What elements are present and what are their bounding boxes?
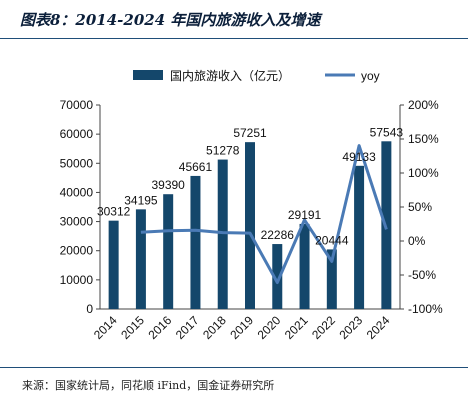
x-tick-label: 2018	[200, 313, 229, 342]
bar-2022	[326, 249, 337, 309]
x-tick-label: 2021	[282, 313, 311, 342]
x-tick-label: 2017	[173, 313, 202, 342]
source-note: 来源：国家统计局，同花顺 iFind，国金证券研究所	[22, 379, 275, 392]
legend-bar-label: 国内旅游收入（亿元）	[170, 68, 290, 83]
bars	[108, 141, 392, 309]
chart-title: 图表8：2014-2024 年国内旅游收入及增速	[20, 11, 321, 29]
x-tick-label: 2015	[118, 313, 147, 342]
axes: 0 10000 20000 30000 40000 50000 60000 70000 -100…	[60, 98, 443, 342]
x-tick-label: 2023	[336, 313, 365, 342]
x-tick-label: 2020	[255, 313, 284, 342]
yoy-line	[140, 144, 388, 284]
legend: 国内旅游收入（亿元） yoy	[133, 68, 380, 83]
data-label-2014: 30312	[97, 205, 131, 219]
bar-2018	[217, 159, 228, 309]
legend-bar-swatch	[133, 70, 163, 80]
bar-2023	[354, 165, 365, 309]
x-tick-label: 2024	[364, 313, 393, 342]
right-tick-label: -50%	[408, 268, 436, 282]
data-label-2023: 49133	[342, 150, 376, 164]
right-tick-label: 0%	[408, 234, 426, 248]
left-tick-label: 50000	[60, 156, 94, 170]
legend-line-label: yoy	[361, 69, 380, 83]
left-tick-label: 20000	[60, 244, 94, 258]
right-tick-label: 50%	[408, 200, 432, 214]
x-tick-label: 2016	[146, 313, 175, 342]
right-tick-label: 150%	[408, 132, 439, 146]
left-tick-label: 40000	[60, 185, 94, 199]
yoy-line-path	[140, 144, 388, 284]
left-tick-label: 10000	[60, 273, 94, 287]
bar-2017	[190, 175, 201, 309]
x-tick-label: 2014	[91, 313, 120, 342]
right-tick-label: -100%	[408, 302, 443, 316]
data-label-2024: 57543	[370, 125, 404, 139]
bar-2016	[163, 194, 174, 309]
data-label-2020: 22286	[261, 228, 295, 242]
data-label-2018: 51278	[206, 144, 240, 158]
right-tick-label: 100%	[408, 166, 439, 180]
bar-2021	[299, 223, 310, 309]
left-tick-label: 70000	[60, 98, 94, 112]
data-label-2017: 45661	[179, 160, 213, 174]
bar-2015	[135, 209, 146, 309]
x-tick-label: 2019	[227, 313, 256, 342]
left-tick-label: 30000	[60, 215, 94, 229]
bar-2020	[272, 244, 283, 309]
bar-2019	[245, 142, 255, 309]
footer-divider	[0, 367, 468, 368]
data-label-2022: 20444	[315, 233, 349, 247]
data-label-2021: 29191	[288, 208, 322, 222]
x-tick-label: 2022	[309, 313, 338, 342]
data-label-2019: 57251	[233, 126, 267, 140]
title-bar: 图表8：2014-2024 年国内旅游收入及增速	[0, 0, 468, 39]
bar-2014	[108, 220, 119, 309]
chart: 国内旅游收入（亿元） yoy 0 10000 20000 30000 40000 50000…	[60, 68, 443, 342]
data-label-2015: 34195	[124, 193, 158, 207]
data-label-2016: 39390	[151, 178, 185, 192]
right-tick-label: 200%	[408, 98, 439, 112]
left-tick-label: 0	[86, 302, 93, 316]
left-tick-label: 60000	[60, 127, 94, 141]
